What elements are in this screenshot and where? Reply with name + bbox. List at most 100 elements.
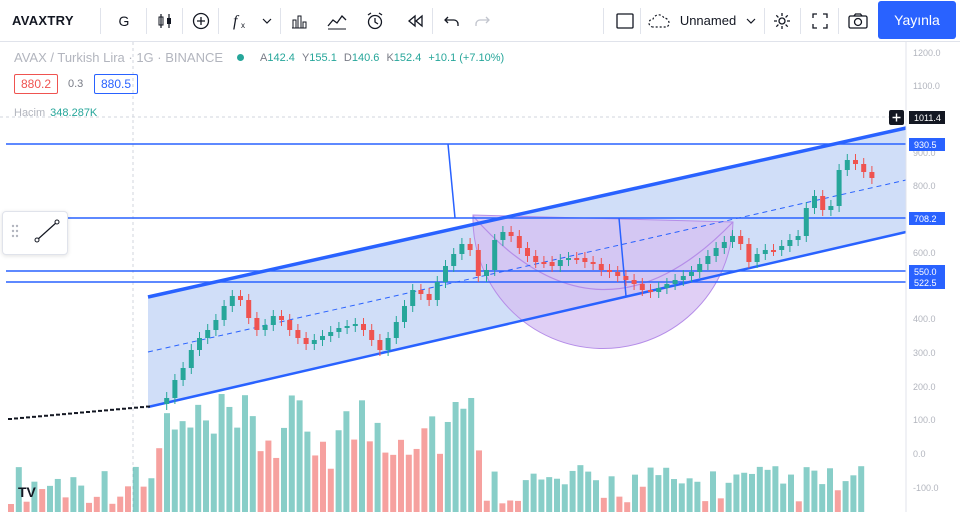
sell-price-button[interactable]: 880.2 bbox=[14, 74, 59, 94]
volume-bar bbox=[351, 439, 358, 512]
volume-bar bbox=[499, 503, 506, 512]
interval-button[interactable]: G bbox=[118, 12, 130, 29]
layout-icon[interactable] bbox=[612, 0, 638, 41]
add-compare-icon[interactable] bbox=[188, 0, 214, 41]
redo-icon[interactable] bbox=[470, 0, 494, 41]
ohlc-values: A142.4 Y155.1 D140.6 K152.4 +10.1 (+7.10… bbox=[260, 51, 505, 64]
add-price-level-icon[interactable] bbox=[889, 110, 904, 125]
price-tick-label: 600.0 bbox=[913, 248, 936, 258]
price-chart[interactable] bbox=[0, 42, 960, 512]
candle bbox=[812, 196, 817, 208]
candle bbox=[80, 411, 84, 414]
symbol-search[interactable]: AVAXTRY bbox=[12, 13, 74, 28]
volume-bar bbox=[522, 480, 529, 512]
volume-bar bbox=[468, 397, 475, 512]
candle bbox=[8, 418, 12, 420]
price-tick-label: 100.0 bbox=[913, 415, 936, 425]
volume-bar bbox=[530, 473, 537, 512]
volume-bar bbox=[585, 471, 592, 512]
volume-bar bbox=[171, 429, 178, 512]
candle bbox=[140, 406, 144, 409]
layout-name[interactable]: Unnamed bbox=[679, 13, 737, 28]
fullscreen-icon[interactable] bbox=[806, 0, 834, 41]
candle bbox=[820, 196, 826, 210]
snapshot-icon[interactable] bbox=[844, 0, 872, 41]
candle bbox=[475, 250, 481, 276]
candle bbox=[607, 270, 612, 272]
candle bbox=[14, 417, 18, 420]
candle bbox=[434, 282, 440, 300]
svg-text:x: x bbox=[241, 21, 245, 30]
tradingview-logo[interactable]: TV bbox=[18, 484, 36, 500]
volume-bar bbox=[234, 427, 241, 512]
volume-bar bbox=[226, 406, 233, 512]
candle bbox=[352, 324, 358, 326]
price-level-tag[interactable]: 1011.4 bbox=[909, 111, 945, 124]
volume-bar bbox=[288, 395, 295, 512]
candle bbox=[836, 170, 842, 206]
candle bbox=[44, 414, 48, 417]
candle bbox=[869, 172, 875, 178]
arc-outline bbox=[472, 215, 734, 291]
price-tick-label: 400.0 bbox=[913, 314, 936, 324]
volume-bar bbox=[117, 496, 124, 512]
floating-drawing-toolbar[interactable] bbox=[2, 211, 68, 255]
volume-bar bbox=[608, 476, 615, 512]
volume-bar bbox=[132, 466, 139, 512]
candle bbox=[74, 412, 78, 415]
candle bbox=[128, 407, 132, 410]
candle bbox=[648, 290, 653, 292]
candle bbox=[56, 413, 60, 416]
volume-bar bbox=[398, 439, 404, 512]
buy-price-button[interactable]: 880.5 bbox=[94, 74, 139, 94]
publish-button[interactable]: Yayınla bbox=[878, 1, 956, 39]
volume-bar bbox=[249, 416, 256, 512]
candle bbox=[86, 410, 90, 413]
candle bbox=[557, 260, 563, 266]
replay-icon[interactable] bbox=[402, 0, 428, 41]
chart-type-icon[interactable] bbox=[324, 0, 350, 41]
volume-bar bbox=[764, 469, 771, 512]
candle bbox=[229, 296, 235, 306]
trend-line-icon bbox=[34, 219, 60, 243]
volume-bar bbox=[242, 395, 248, 512]
toolbar-divider bbox=[280, 8, 281, 34]
drag-handle-icon[interactable] bbox=[3, 212, 67, 254]
candle bbox=[270, 316, 276, 325]
volume-bar bbox=[8, 504, 14, 512]
volume-bar bbox=[78, 485, 85, 512]
chevron-down-icon[interactable] bbox=[744, 0, 758, 41]
volume-bar bbox=[70, 477, 77, 512]
price-level-tag[interactable]: 550.0 bbox=[909, 265, 945, 278]
volume-bar bbox=[413, 448, 420, 512]
volume-bar bbox=[780, 483, 787, 512]
volume-bar bbox=[491, 471, 498, 512]
volume-bar bbox=[109, 503, 116, 512]
candle bbox=[828, 206, 834, 210]
settings-icon[interactable] bbox=[768, 0, 796, 41]
candle bbox=[38, 415, 42, 418]
bar-chart-templates-icon[interactable] bbox=[286, 0, 312, 41]
cloud-icon[interactable] bbox=[646, 0, 674, 41]
candle bbox=[615, 272, 621, 276]
candle bbox=[254, 318, 260, 330]
trend-line bbox=[447, 143, 456, 219]
candle bbox=[574, 258, 580, 260]
volume-bar bbox=[390, 454, 397, 512]
drawings-layer bbox=[6, 126, 907, 409]
candle bbox=[705, 256, 711, 264]
price-level-tag[interactable]: 522.5 bbox=[909, 276, 945, 289]
candles-icon[interactable] bbox=[152, 0, 178, 41]
price-level-tag[interactable]: 708.2 bbox=[909, 212, 945, 225]
candle bbox=[459, 244, 465, 254]
candle bbox=[656, 288, 662, 292]
undo-icon[interactable] bbox=[440, 0, 464, 41]
volume-bar bbox=[273, 457, 280, 512]
toolbar-divider bbox=[182, 8, 183, 34]
candle bbox=[680, 276, 686, 280]
chevron-down-icon[interactable] bbox=[260, 0, 274, 41]
price-level-tag[interactable]: 930.5 bbox=[909, 138, 945, 151]
candle bbox=[344, 326, 350, 328]
alert-icon[interactable] bbox=[362, 0, 388, 41]
